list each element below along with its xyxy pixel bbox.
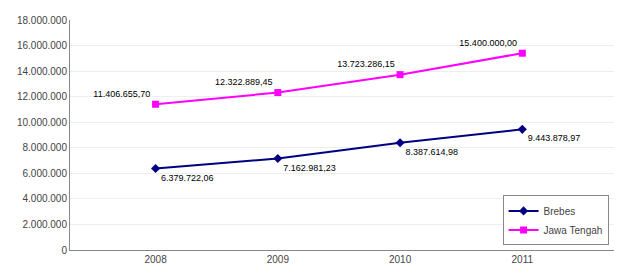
svg-text:18.000.000: 18.000.000 [17, 15, 67, 26]
svg-text:8.000.000: 8.000.000 [23, 142, 68, 153]
svg-text:9.443.878,97: 9.443.878,97 [528, 133, 581, 143]
svg-text:2009: 2009 [267, 254, 290, 265]
svg-text:8.387.614,98: 8.387.614,98 [405, 147, 458, 157]
svg-text:4.000.000: 4.000.000 [23, 193, 68, 204]
svg-text:14.000.000: 14.000.000 [17, 66, 67, 77]
svg-text:2.000.000: 2.000.000 [23, 219, 68, 230]
svg-text:13.723.286,15: 13.723.286,15 [337, 59, 395, 69]
svg-text:12.000.000: 12.000.000 [17, 91, 67, 102]
svg-text:Jawa Tengah: Jawa Tengah [544, 225, 603, 236]
svg-text:16.000.000: 16.000.000 [17, 40, 67, 51]
svg-text:6.379.722,06: 6.379.722,06 [161, 173, 214, 183]
svg-text:7.162.981,23: 7.162.981,23 [283, 163, 336, 173]
svg-text:15.400.000,00: 15.400.000,00 [459, 38, 517, 48]
svg-text:10.000.000: 10.000.000 [17, 117, 67, 128]
svg-text:2010: 2010 [389, 254, 412, 265]
svg-text:2008: 2008 [144, 254, 167, 265]
svg-text:2011: 2011 [512, 254, 534, 265]
svg-text:12.322.889,45: 12.322.889,45 [215, 77, 273, 87]
svg-text:11.406.655,70: 11.406.655,70 [93, 89, 150, 99]
svg-text:0: 0 [61, 245, 67, 256]
svg-text:6.000.000: 6.000.000 [23, 168, 68, 179]
svg-text:Brebes: Brebes [544, 206, 576, 217]
